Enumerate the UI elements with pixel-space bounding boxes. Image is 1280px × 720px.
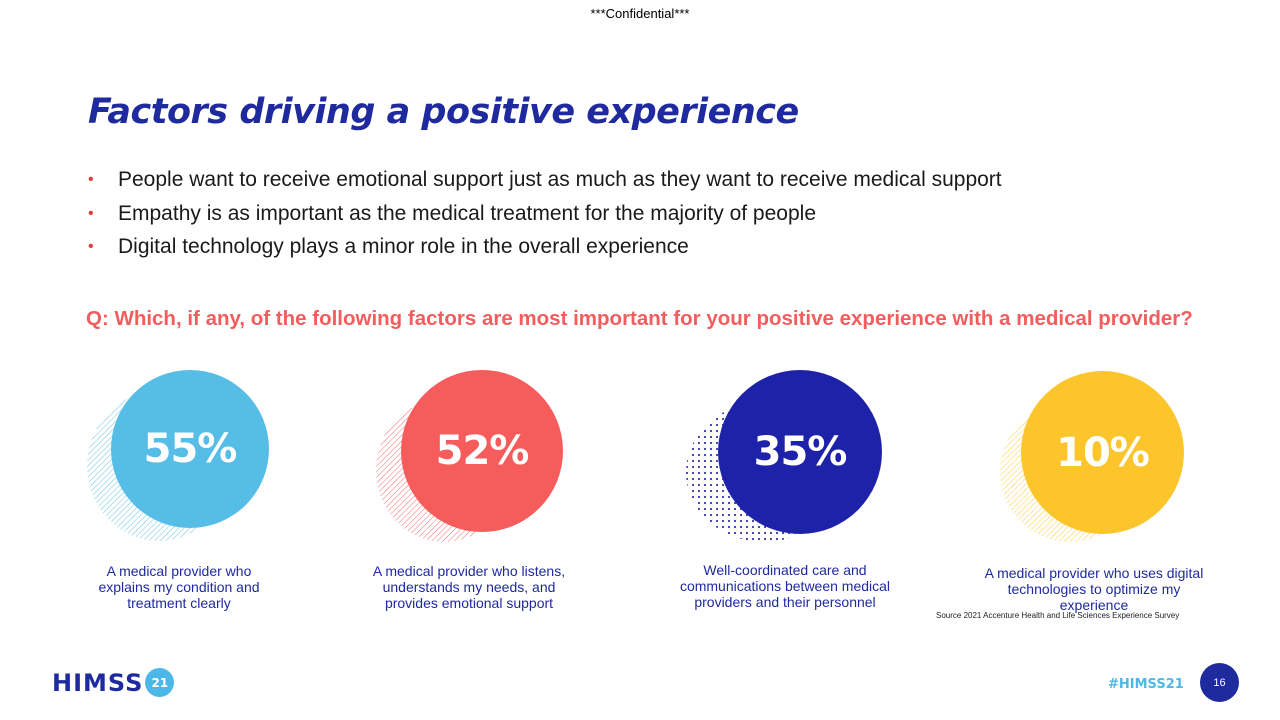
bullet-text: People want to receive emotional support…: [118, 168, 1002, 191]
bullet-item: • Empathy is as important as the medical…: [88, 198, 1002, 232]
bullet-text: Digital technology plays a minor role in…: [118, 235, 689, 258]
himss-logo: HIMSS 21: [52, 668, 175, 697]
logo-text: HIMSS: [52, 668, 144, 697]
bullet-text: Empathy is as important as the medical t…: [118, 201, 816, 225]
bullet-marker: •: [88, 171, 94, 188]
survey-question: Q: Which, if any, of the following facto…: [86, 307, 1193, 330]
stat-description: A medical provider who listens, understa…: [372, 563, 566, 611]
stat-percent: 35%: [753, 429, 848, 475]
stat-percent: 55%: [143, 426, 238, 472]
logo-badge: 21: [145, 668, 175, 697]
stat-circle: 52%: [401, 370, 563, 532]
stat-circle: 10%: [1021, 371, 1184, 534]
bullet-item: • People want to receive emotional suppo…: [88, 164, 1002, 198]
stat-description: A medical provider who uses digital tech…: [984, 565, 1204, 613]
stat-circle: 35%: [718, 370, 882, 534]
stat-circle: 55%: [111, 370, 269, 528]
confidential-header: ***Confidential***: [590, 6, 690, 21]
source-citation: Source 2021 Accenture Health and Life Sc…: [936, 611, 1180, 620]
bullet-marker: •: [88, 238, 94, 255]
key-points-list: • People want to receive emotional suppo…: [88, 164, 1002, 265]
bullet-marker: •: [88, 204, 94, 222]
page-number-badge: 16: [1200, 663, 1239, 702]
stat-description: A medical provider who explains my condi…: [98, 563, 260, 611]
stat-percent: 10%: [1056, 429, 1150, 476]
stat-percent: 52%: [435, 428, 530, 474]
event-hashtag: #HIMSS21: [1108, 677, 1184, 692]
bullet-item: • Digital technology plays a minor role …: [88, 231, 1002, 265]
slide-title: Factors driving a positive experience: [88, 92, 799, 132]
stat-description: Well-coordinated care and communications…: [679, 562, 891, 610]
